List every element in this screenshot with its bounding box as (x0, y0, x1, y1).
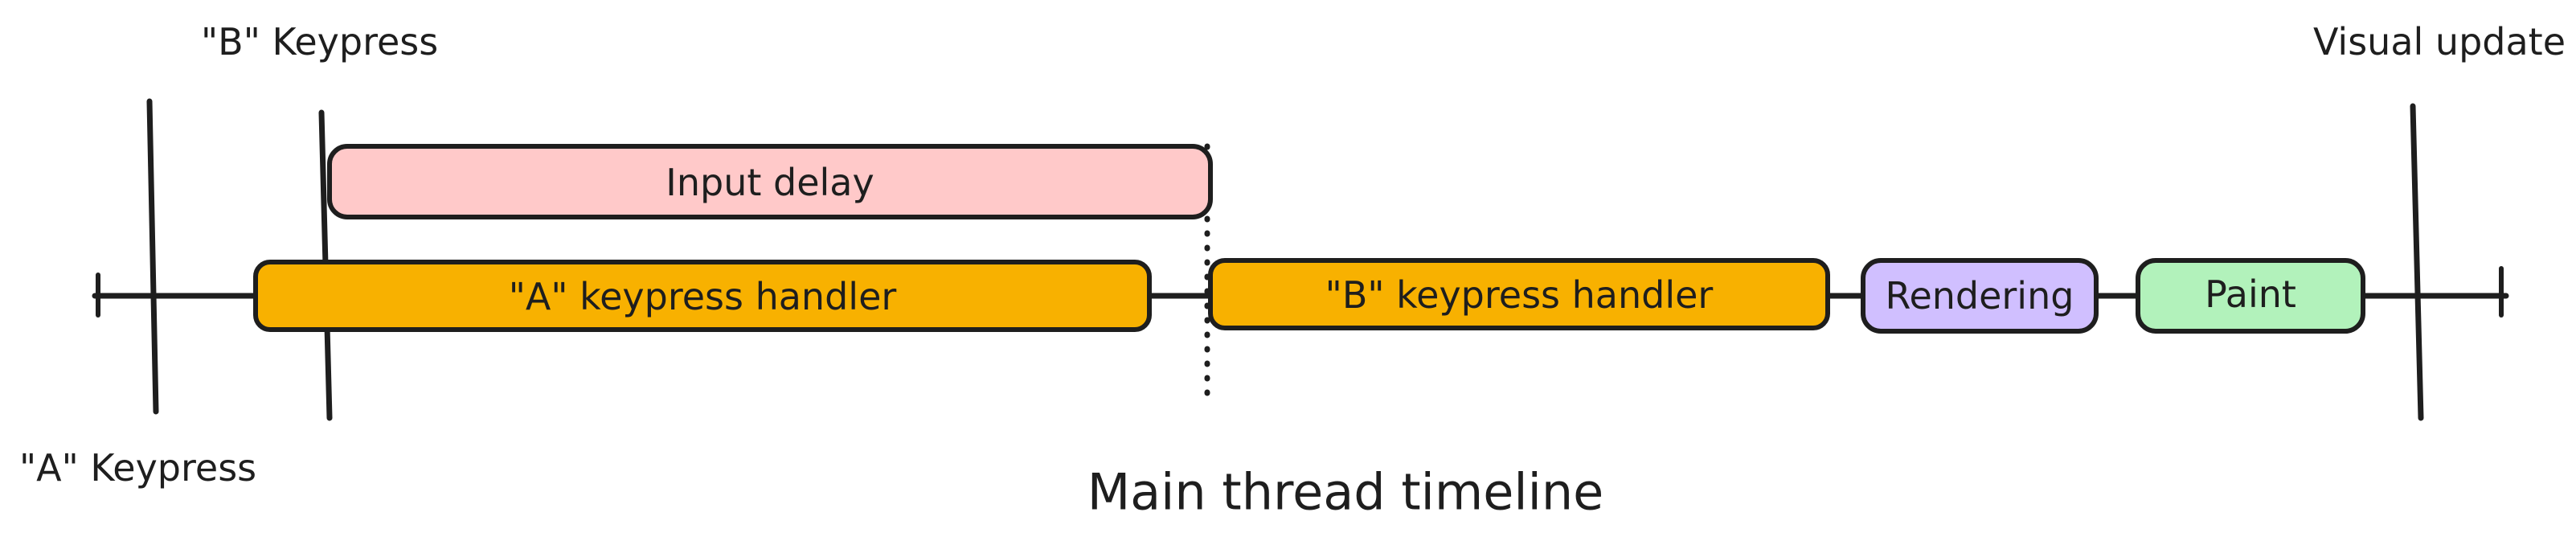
input-delay-box (327, 144, 1213, 219)
b-keypress-handler-label: "B" keypress handler (1325, 273, 1714, 317)
b-keypress-handler-box (1208, 258, 1830, 330)
a-keypress-marker (146, 98, 159, 415)
a-keypress-handler-label: "A" keypress handler (509, 275, 897, 318)
paint-box (2136, 258, 2365, 334)
visual-update-marker (2410, 103, 2424, 421)
paint-label: Paint (2205, 273, 2296, 316)
b-keypress-label: "B" Keypress (201, 20, 438, 64)
diagram-caption: Main thread timeline (1087, 463, 1604, 522)
a-keypress-label: "A" Keypress (19, 446, 256, 490)
rendering-label: Rendering (1886, 274, 2074, 318)
visual-update-label: Visual update (2313, 20, 2566, 64)
input-delay-label: Input delay (666, 161, 874, 204)
rendering-box (1861, 258, 2099, 334)
a-keypress-handler-box (253, 260, 1152, 332)
